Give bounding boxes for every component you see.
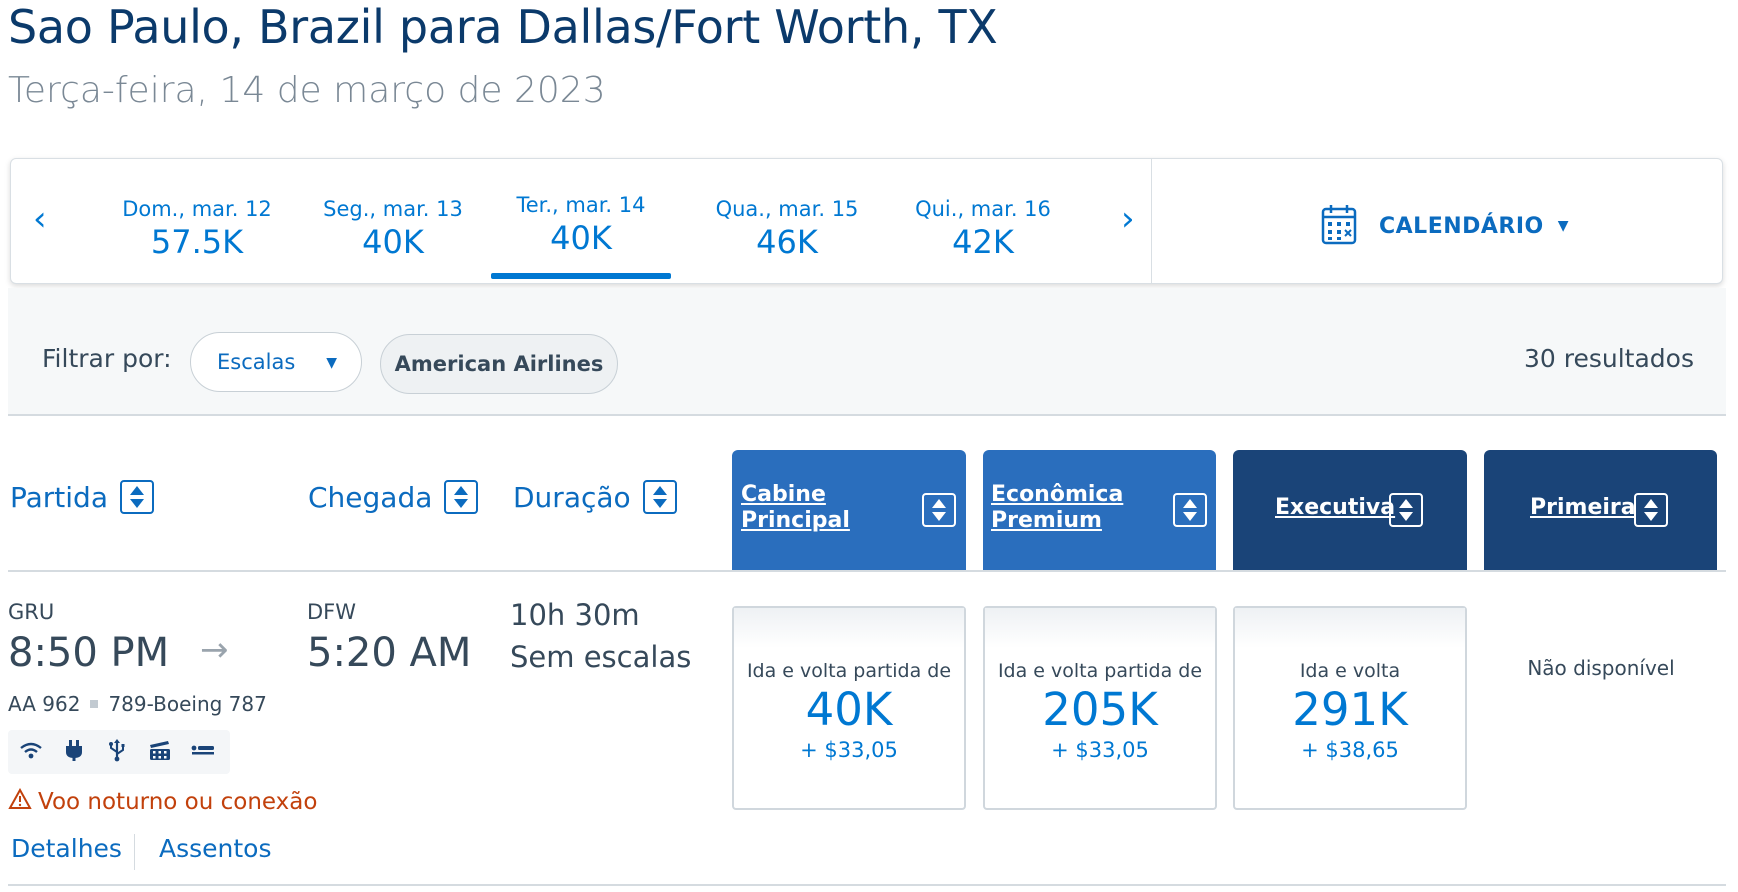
arrow-right-icon: → [200, 630, 229, 670]
fare-premium-economy[interactable]: Ida e volta partida de 205K + $33,05 [983, 606, 1217, 810]
cabin-header-premium-economy[interactable]: Econômica Premium [983, 450, 1216, 570]
fare-main-cabin[interactable]: Ida e volta partida de 40K + $33,05 [732, 606, 966, 810]
usb-icon [104, 738, 130, 766]
origin-airport-code: GRU [8, 600, 55, 624]
sort-duration[interactable]: Duração [513, 480, 677, 514]
aircraft-type: 789-Boeing 787 [108, 692, 267, 716]
date-option-label: Qui., mar. 16 [915, 197, 1051, 221]
separator-dot [90, 700, 99, 708]
cabin-header-main-label: Cabine Principal [741, 482, 850, 534]
stops-filter-value: Escalas [217, 350, 296, 374]
page-title: Sao Paulo, Brazil para Dallas/Fort Worth… [8, 0, 998, 54]
chevron-down-icon: ▼ [1557, 218, 1569, 234]
sort-arrows-icon [1634, 493, 1668, 527]
arrival-time: 5:20 AM [307, 630, 472, 676]
chevron-down-icon: ▼ [326, 355, 337, 371]
date-option-label: Ter., mar. 14 [516, 193, 646, 217]
overnight-warning: Voo noturno ou conexão [8, 787, 318, 816]
cabin-header-business-label: Executiva [1275, 495, 1396, 520]
sort-duration-label: Duração [513, 480, 631, 514]
fare-caption: Ida e volta partida de [746, 660, 952, 682]
link-divider [134, 834, 135, 870]
date-strip-divider [1151, 159, 1152, 283]
stops-filter-select[interactable]: Escalas ▼ [190, 332, 362, 392]
next-dates-arrow[interactable]: › [1121, 199, 1135, 239]
sort-arrival[interactable]: Chegada [308, 480, 479, 514]
fare-caption: Ida e volta partida de [997, 660, 1203, 682]
fare-business[interactable]: Ida e volta 291K + $38,65 [1233, 606, 1467, 810]
page-subtitle-date: Terça-feira, 14 de março de 2023 [8, 70, 606, 111]
fare-points: 291K [1292, 683, 1408, 736]
results-count: 30 resultados [1524, 344, 1694, 373]
calendar-button[interactable]: CALENDÁRIO ▼ [1321, 203, 1569, 249]
fare-caption: Ida e volta [1299, 660, 1401, 682]
airline-filter-chip[interactable]: American Airlines [380, 334, 618, 394]
sort-arrows-icon [120, 480, 154, 514]
departure-time: 8:50 PM [8, 630, 170, 676]
wifi-icon [18, 738, 44, 766]
cabin-header-premium-label: Econômica Premium [991, 482, 1123, 534]
sort-arrival-label: Chegada [308, 480, 433, 514]
cabin-label-line2: Principal [741, 508, 850, 533]
cabin-header-first[interactable]: Primeira [1484, 450, 1717, 570]
row-divider [8, 884, 1726, 886]
entertainment-icon [147, 738, 173, 766]
cabin-label-line1: Econômica [991, 482, 1124, 507]
date-option-points: 40K [550, 219, 612, 257]
date-option-label: Dom., mar. 12 [122, 197, 272, 221]
calendar-label: CALENDÁRIO [1379, 213, 1544, 239]
date-option-label: Qua., mar. 15 [715, 197, 859, 221]
lie-flat-seat-icon [190, 738, 216, 766]
fare-points: 40K [805, 683, 893, 736]
date-option-label: Seg., mar. 13 [323, 197, 463, 221]
cabin-header-business[interactable]: Executiva [1233, 450, 1467, 570]
flight-number: AA 962 [8, 692, 81, 716]
flight-info: AA 962 789-Boeing 787 [8, 692, 267, 716]
sort-departure-label: Partida [10, 480, 108, 514]
sort-arrows-icon [1173, 493, 1207, 527]
flight-duration: 10h 30m [510, 598, 640, 632]
fare-points: 205K [1042, 683, 1158, 736]
fare-taxes: + $38,65 [1301, 738, 1399, 762]
cabin-label-line1: Cabine [741, 482, 826, 507]
overnight-warning-text: Voo noturno ou conexão [38, 789, 318, 815]
date-option-points: 40K [362, 223, 424, 261]
filter-bar: Filtrar por: Escalas ▼ American Airlines… [8, 288, 1726, 416]
details-link[interactable]: Detalhes [11, 834, 122, 863]
cabin-label-line2: Premium [991, 508, 1102, 533]
date-selector: ‹ Dom., mar. 12 57.5K Seg., mar. 13 40K … [10, 158, 1723, 284]
cabin-header-first-label: Primeira [1530, 495, 1636, 520]
sort-departure[interactable]: Partida [10, 480, 154, 514]
sort-arrows-icon [922, 493, 956, 527]
seats-link[interactable]: Assentos [159, 834, 272, 863]
date-option-mar-16[interactable]: Qui., mar. 16 42K [893, 159, 1073, 285]
sort-arrows-icon [444, 480, 479, 514]
sort-arrows-icon [1389, 493, 1423, 527]
date-option-mar-14-selected[interactable]: Ter., mar. 14 40K [491, 159, 671, 285]
fare-taxes: + $33,05 [800, 738, 898, 762]
flight-stops: Sem escalas [510, 640, 692, 674]
header-divider [8, 570, 1726, 572]
date-option-points: 46K [756, 223, 818, 261]
date-option-points: 42K [952, 223, 1014, 261]
filter-label: Filtrar por: [42, 344, 172, 373]
previous-dates-arrow[interactable]: ‹ [33, 199, 47, 239]
power-outlet-icon [61, 738, 87, 766]
date-option-mar-13[interactable]: Seg., mar. 13 40K [303, 159, 483, 285]
calendar-icon [1321, 203, 1357, 249]
cabin-header-main[interactable]: Cabine Principal [732, 450, 966, 570]
sort-arrows-icon [642, 480, 677, 514]
date-option-mar-15[interactable]: Qua., mar. 15 46K [697, 159, 877, 285]
fare-taxes: + $33,05 [1051, 738, 1149, 762]
date-option-points: 57.5K [150, 223, 244, 261]
fare-first-unavailable: Não disponível [1527, 656, 1675, 680]
warning-triangle-icon [8, 787, 32, 816]
destination-airport-code: DFW [307, 600, 357, 624]
amenities-bar[interactable] [8, 730, 230, 774]
date-option-mar-12[interactable]: Dom., mar. 12 57.5K [107, 159, 287, 285]
